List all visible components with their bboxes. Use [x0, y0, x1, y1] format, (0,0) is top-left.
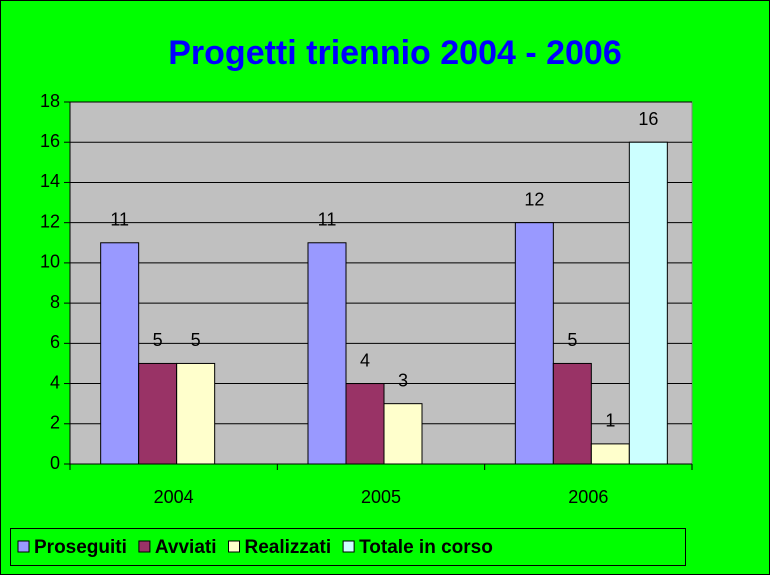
legend-swatch [228, 540, 241, 553]
value-label: 1 [605, 411, 615, 431]
y-tick-label: 16 [40, 131, 60, 151]
value-label: 12 [524, 189, 544, 209]
x-tick-label: 2005 [361, 487, 401, 507]
y-tick-label: 4 [50, 372, 60, 392]
legend-label: Avviati [155, 537, 217, 558]
y-tick-label: 12 [40, 211, 60, 231]
y-tick-label: 2 [50, 413, 60, 433]
value-label: 4 [360, 350, 370, 370]
value-label: 16 [638, 109, 658, 129]
value-label: 5 [191, 330, 201, 350]
legend-label: Proseguiti [34, 537, 127, 558]
bar [345, 383, 385, 465]
bar [138, 362, 178, 465]
y-tick-label: 18 [40, 91, 60, 111]
bar [590, 443, 630, 465]
y-tick-label: 14 [40, 171, 60, 191]
legend-label: Totale in corso [359, 537, 493, 558]
legend-swatch [17, 540, 30, 553]
y-tick-label: 10 [40, 252, 60, 272]
x-tick-label: 2006 [568, 487, 608, 507]
bar [100, 242, 140, 465]
bar [628, 141, 668, 465]
bar [552, 362, 592, 465]
legend-label: Realizzati [245, 537, 332, 558]
x-tick-label: 2004 [154, 487, 194, 507]
y-tick-label: 8 [50, 292, 60, 312]
bar [514, 222, 554, 465]
value-label: 11 [110, 210, 129, 230]
legend-swatch [138, 540, 151, 553]
bar [383, 403, 423, 465]
bar [307, 242, 347, 465]
value-label: 5 [567, 330, 577, 350]
bar [176, 362, 216, 465]
legend-swatch [342, 540, 355, 553]
value-label: 3 [398, 370, 408, 390]
chart-title: Progetti triennio 2004 - 2006 [168, 34, 622, 72]
y-tick-label: 0 [50, 453, 60, 473]
y-tick-label: 6 [50, 332, 60, 352]
value-label: 5 [153, 330, 163, 350]
value-label: 11 [318, 210, 337, 230]
